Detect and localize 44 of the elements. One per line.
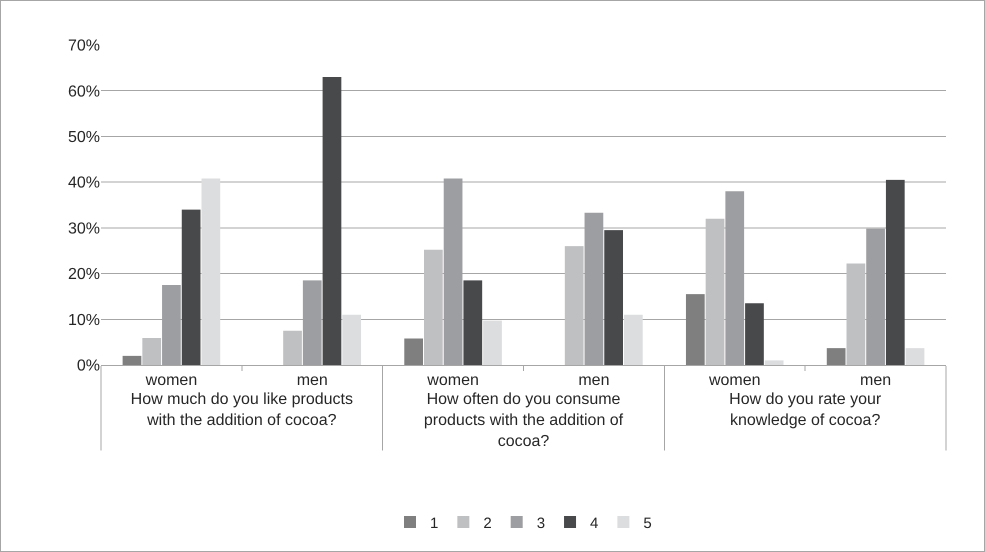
legend-label: 2 bbox=[483, 514, 492, 532]
bar bbox=[424, 250, 443, 365]
y-tick-label: 40% bbox=[68, 174, 100, 192]
bar bbox=[182, 210, 200, 365]
y-tick-label: 60% bbox=[68, 83, 100, 100]
y-tick-label: 20% bbox=[68, 266, 100, 284]
legend-label: 4 bbox=[590, 514, 598, 532]
bar bbox=[283, 330, 302, 365]
bar bbox=[122, 356, 142, 365]
bar bbox=[624, 314, 643, 365]
bar bbox=[686, 294, 705, 365]
y-tick-label: 30% bbox=[68, 220, 100, 238]
bar bbox=[886, 180, 905, 365]
legend-label: 3 bbox=[536, 514, 546, 532]
x-tick-label: women bbox=[708, 372, 761, 390]
x-tick-label: men bbox=[860, 372, 892, 390]
bar bbox=[826, 348, 846, 365]
legend-label: 5 bbox=[643, 514, 652, 532]
bar bbox=[745, 303, 764, 365]
bar bbox=[404, 338, 424, 365]
bar bbox=[604, 230, 623, 365]
bar bbox=[906, 348, 924, 365]
bar bbox=[142, 338, 162, 365]
bar bbox=[706, 218, 724, 365]
bar bbox=[201, 178, 220, 365]
bar bbox=[322, 77, 342, 365]
bar bbox=[342, 314, 362, 365]
y-tick-label: 0% bbox=[76, 358, 100, 375]
text: How do you rate your knowledge of cocoa? bbox=[729, 391, 882, 429]
bar bbox=[463, 280, 482, 365]
y-tick-label: 70% bbox=[68, 38, 100, 55]
text: How much do you like products with the addition of cocoa? bbox=[130, 391, 353, 429]
y-tick-label: 50% bbox=[68, 129, 100, 146]
x-tick-label: women bbox=[144, 372, 198, 390]
x-tick-label: women bbox=[426, 372, 479, 390]
legend-label: 1 bbox=[430, 514, 438, 532]
bar bbox=[564, 246, 584, 365]
bar bbox=[846, 264, 866, 365]
x-tick-label: men bbox=[578, 372, 610, 390]
bar bbox=[764, 360, 784, 365]
bar bbox=[483, 320, 502, 365]
x-tick-label: men bbox=[296, 372, 328, 390]
text: How often do you consume products with the addition of cocoa? bbox=[424, 391, 624, 450]
y-tick-label: 10% bbox=[68, 312, 100, 329]
